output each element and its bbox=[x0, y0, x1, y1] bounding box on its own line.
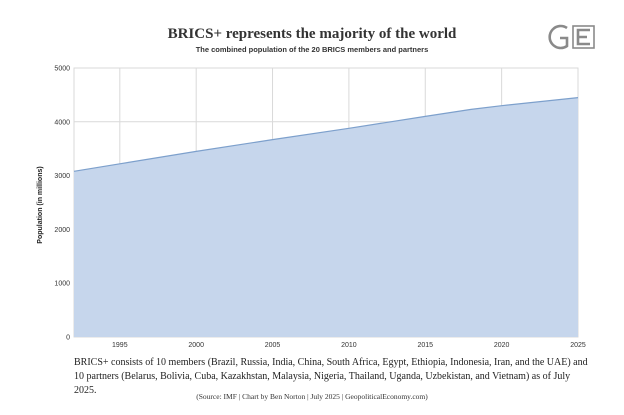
y-tick-label: 1000 bbox=[54, 281, 70, 288]
source-line: (Source: IMF | Chart by Ben Norton | Jul… bbox=[196, 392, 428, 401]
x-tick-label: 2025 bbox=[570, 342, 586, 349]
x-tick-label: 2005 bbox=[265, 342, 281, 349]
y-axis-label: Population (in millions) bbox=[37, 166, 44, 243]
y-tick-label: 4000 bbox=[54, 119, 70, 126]
y-axis-ticks: 0 1000 2000 3000 4000 5000 bbox=[54, 66, 70, 342]
population-series-line bbox=[73, 97, 579, 172]
x-tick-label: 2010 bbox=[341, 342, 357, 349]
x-axis-ticks: 1995 2000 2005 2010 2015 2020 2025 bbox=[112, 342, 586, 349]
chart-title: BRICS+ represents the majority of the wo… bbox=[167, 26, 457, 42]
x-tick-label: 2000 bbox=[188, 342, 204, 349]
y-tick-label: 3000 bbox=[54, 173, 70, 180]
x-tick-label: 1995 bbox=[112, 342, 128, 349]
footnote: BRICS+ consists of 10 members (Brazil, R… bbox=[74, 357, 588, 396]
chart-subtitle: The combined population of the 20 BRICS … bbox=[195, 45, 429, 54]
chart-area bbox=[73, 97, 579, 337]
x-tick-label: 2015 bbox=[417, 342, 433, 349]
x-tick-label: 2020 bbox=[494, 342, 510, 349]
y-tick-label: 0 bbox=[66, 335, 70, 342]
y-tick-label: 2000 bbox=[54, 227, 70, 234]
y-tick-label: 5000 bbox=[54, 66, 70, 73]
population-area-fill bbox=[74, 97, 578, 337]
geopolitical-economy-logo: GE bbox=[547, 22, 599, 52]
